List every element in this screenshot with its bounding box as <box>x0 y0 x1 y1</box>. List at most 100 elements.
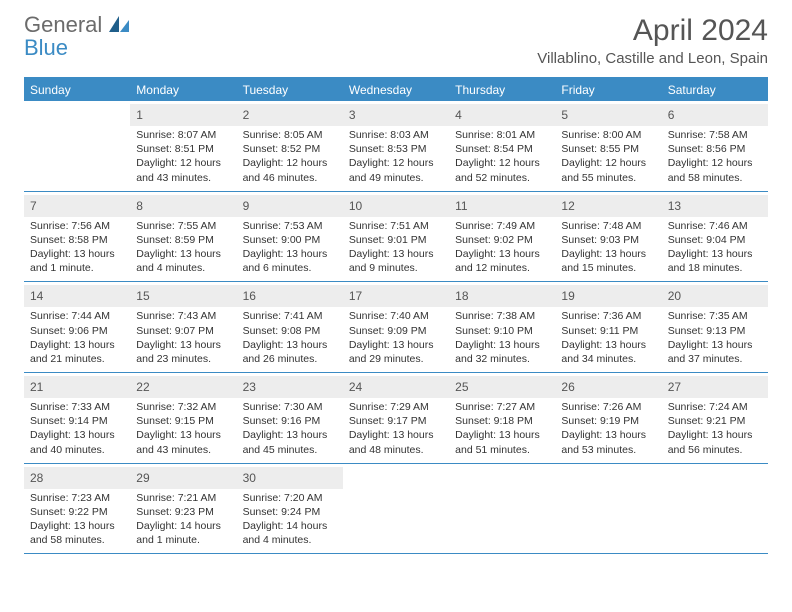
daylight-text: Daylight: 13 hours and 26 minutes. <box>243 338 337 366</box>
daylight-text: Daylight: 13 hours and 12 minutes. <box>455 247 549 275</box>
sunset-text: Sunset: 9:13 PM <box>668 324 762 338</box>
day-number-row: 6 <box>662 104 768 126</box>
day-number-row: 1 <box>130 104 236 126</box>
day-number-row: 20 <box>662 285 768 307</box>
sunset-text: Sunset: 9:19 PM <box>561 414 655 428</box>
sunrise-text: Sunrise: 7:29 AM <box>349 400 443 414</box>
logo-text-2: Blue <box>24 35 68 60</box>
calendar-cell: 4 Sunrise: 8:01 AMSunset: 8:54 PMDaylight… <box>449 101 555 191</box>
daylight-text: Daylight: 13 hours and 18 minutes. <box>668 247 762 275</box>
calendar-cell: 19Sunrise: 7:36 AMSunset: 9:11 PMDayligh… <box>555 282 661 372</box>
day-number: 17 <box>349 289 362 303</box>
day-header: Wednesday <box>343 79 449 101</box>
day-number: 5 <box>561 108 568 122</box>
day-number-row: 28 <box>24 467 130 489</box>
calendar-cell <box>343 464 449 554</box>
day-number: 24 <box>349 380 362 394</box>
calendar-cell: 25Sunrise: 7:27 AMSunset: 9:18 PMDayligh… <box>449 373 555 463</box>
sunset-text: Sunset: 9:21 PM <box>668 414 762 428</box>
day-number: 10 <box>349 199 362 213</box>
day-number-row: 16 <box>237 285 343 307</box>
day-number: 8 <box>136 199 143 213</box>
sunrise-text: Sunrise: 8:00 AM <box>561 128 655 142</box>
sunrise-text: Sunrise: 7:48 AM <box>561 219 655 233</box>
calendar-cell: 9Sunrise: 7:53 AMSunset: 9:00 PMDaylight… <box>237 192 343 282</box>
day-number: 16 <box>243 289 256 303</box>
sunset-text: Sunset: 9:15 PM <box>136 414 230 428</box>
day-number-row: 5 <box>555 104 661 126</box>
sunset-text: Sunset: 8:51 PM <box>136 142 230 156</box>
daylight-text: Daylight: 12 hours and 52 minutes. <box>455 156 549 184</box>
day-number-row: 24 <box>343 376 449 398</box>
day-number: 7 <box>30 199 37 213</box>
day-number-row: 11 <box>449 195 555 217</box>
sunset-text: Sunset: 9:08 PM <box>243 324 337 338</box>
calendar-cell: 27Sunrise: 7:24 AMSunset: 9:21 PMDayligh… <box>662 373 768 463</box>
daylight-text: Daylight: 13 hours and 1 minute. <box>30 247 124 275</box>
sunrise-text: Sunrise: 7:51 AM <box>349 219 443 233</box>
day-number: 25 <box>455 380 468 394</box>
sunset-text: Sunset: 8:54 PM <box>455 142 549 156</box>
day-number-row: 26 <box>555 376 661 398</box>
calendar-cell: 28Sunrise: 7:23 AMSunset: 9:22 PMDayligh… <box>24 464 130 554</box>
daylight-text: Daylight: 13 hours and 58 minutes. <box>30 519 124 547</box>
calendar-cell: 23Sunrise: 7:30 AMSunset: 9:16 PMDayligh… <box>237 373 343 463</box>
day-number: 21 <box>30 380 43 394</box>
day-number-row: 15 <box>130 285 236 307</box>
daylight-text: Daylight: 13 hours and 23 minutes. <box>136 338 230 366</box>
calendar-cell: 10Sunrise: 7:51 AMSunset: 9:01 PMDayligh… <box>343 192 449 282</box>
calendar-cell <box>662 464 768 554</box>
sunrise-text: Sunrise: 7:21 AM <box>136 491 230 505</box>
sunrise-text: Sunrise: 7:24 AM <box>668 400 762 414</box>
calendar-cell: 30Sunrise: 7:20 AMSunset: 9:24 PMDayligh… <box>237 464 343 554</box>
calendar-cell <box>449 464 555 554</box>
day-number-row: 23 <box>237 376 343 398</box>
daylight-text: Daylight: 13 hours and 45 minutes. <box>243 428 337 456</box>
day-number-row: 27 <box>662 376 768 398</box>
calendar-cell: 24Sunrise: 7:29 AMSunset: 9:17 PMDayligh… <box>343 373 449 463</box>
day-number: 12 <box>561 199 574 213</box>
calendar-cell: 14Sunrise: 7:44 AMSunset: 9:06 PMDayligh… <box>24 282 130 372</box>
day-number: 27 <box>668 380 681 394</box>
sunset-text: Sunset: 9:06 PM <box>30 324 124 338</box>
sunset-text: Sunset: 9:14 PM <box>30 414 124 428</box>
month-title: April 2024 <box>537 14 768 48</box>
sunrise-text: Sunrise: 7:53 AM <box>243 219 337 233</box>
calendar-cell: 6Sunrise: 7:58 AMSunset: 8:56 PMDaylight… <box>662 101 768 191</box>
day-number-row: 8 <box>130 195 236 217</box>
day-header: Monday <box>130 79 236 101</box>
day-number-row: 21 <box>24 376 130 398</box>
logo-text-1: General <box>24 12 102 37</box>
daylight-text: Daylight: 12 hours and 43 minutes. <box>136 156 230 184</box>
day-number: 3 <box>349 108 356 122</box>
day-header: Saturday <box>662 79 768 101</box>
header: General Blue April 2024 Villablino, Cast… <box>0 0 792 71</box>
calendar-week: 14 Sunrise: 7:44 AMSunset: 9:06 PM Dayligh… <box>24 282 768 373</box>
daylight-text: Daylight: 13 hours and 34 minutes. <box>561 338 655 366</box>
location-text: Villablino, Castille and Leon, Spain <box>537 50 768 67</box>
sunrise-text: Sunrise: 7:43 AM <box>136 309 230 323</box>
day-number: 28 <box>30 471 43 485</box>
day-number: 26 <box>561 380 574 394</box>
calendar-cell: 22Sunrise: 7:32 AMSunset: 9:15 PMDayligh… <box>130 373 236 463</box>
day-header: Sunday <box>24 79 130 101</box>
day-number: 13 <box>668 199 681 213</box>
day-header: Thursday <box>449 79 555 101</box>
calendar-cell: 17Sunrise: 7:40 AMSunset: 9:09 PMDayligh… <box>343 282 449 372</box>
daylight-text: Daylight: 13 hours and 29 minutes. <box>349 338 443 366</box>
day-number-row: 2 <box>237 104 343 126</box>
sunrise-text: Sunrise: 7:35 AM <box>668 309 762 323</box>
day-number-row: 22 <box>130 376 236 398</box>
sunset-text: Sunset: 8:53 PM <box>349 142 443 156</box>
sunrise-text: Sunrise: 8:01 AM <box>455 128 549 142</box>
calendar-cell: 18Sunrise: 7:38 AMSunset: 9:10 PMDayligh… <box>449 282 555 372</box>
calendar-cell: 12Sunrise: 7:48 AMSunset: 9:03 PMDayligh… <box>555 192 661 282</box>
day-number: 22 <box>136 380 149 394</box>
sunrise-text: Sunrise: 7:44 AM <box>30 309 124 323</box>
day-headers: SundayMondayTuesdayWednesdayThursdayFrid… <box>24 79 768 101</box>
day-number: 14 <box>30 289 43 303</box>
day-number-row: 4 <box>449 104 555 126</box>
calendar-cell: 21Sunrise: 7:33 AMSunset: 9:14 PMDayligh… <box>24 373 130 463</box>
sunset-text: Sunset: 8:52 PM <box>243 142 337 156</box>
sunrise-text: Sunrise: 7:30 AM <box>243 400 337 414</box>
